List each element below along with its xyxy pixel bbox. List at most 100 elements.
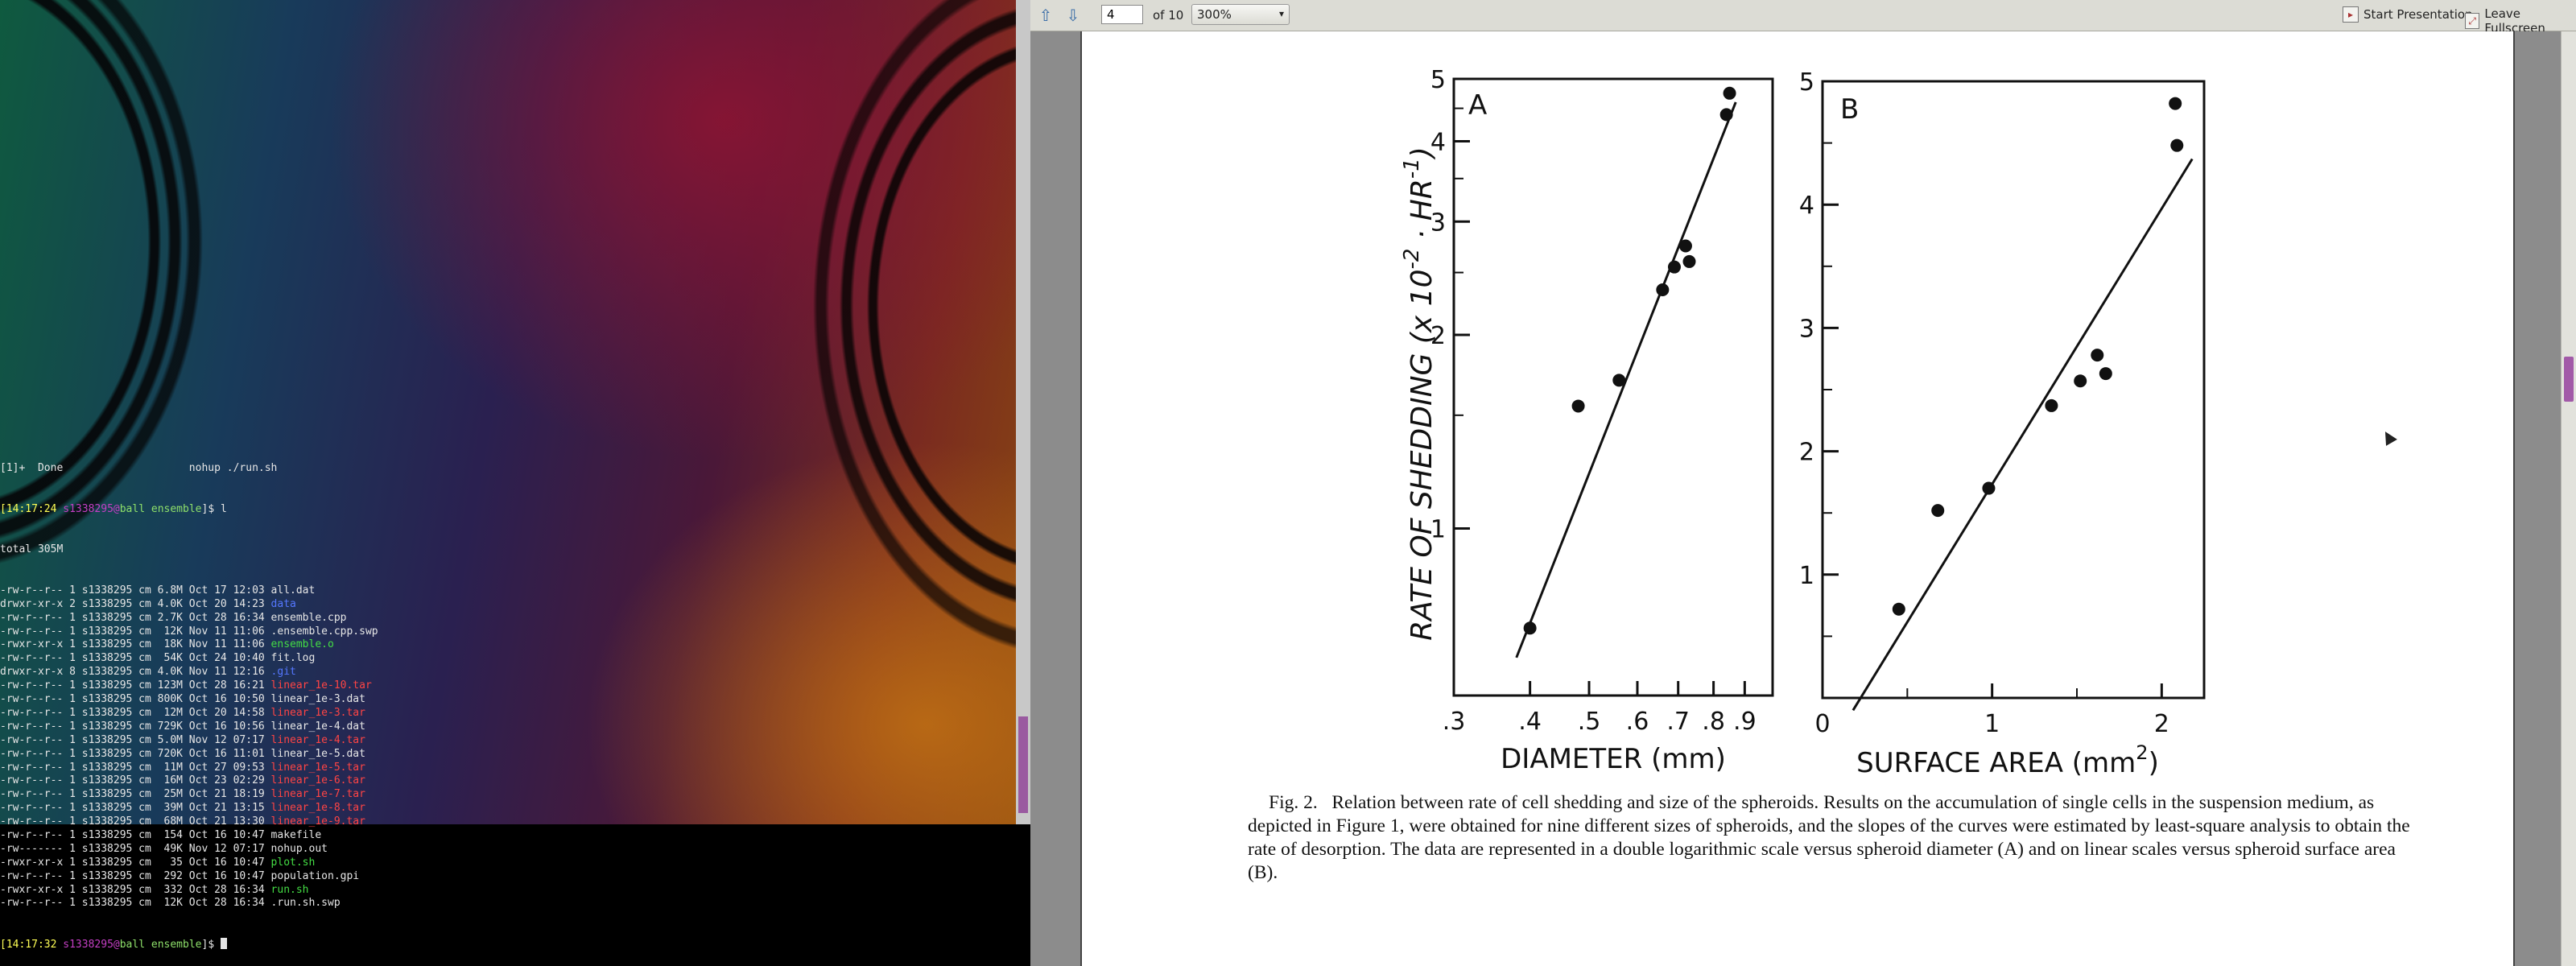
panel-a-data-point [1667,260,1681,274]
shared-ylabel: RATE OF SHEDDING (x 10-2 · HR-1) [1400,147,1439,641]
ls-row: -rw-r--r-- 1 s1338295 cm 11M Oct 27 09:5… [0,762,1024,775]
panel-b-y-tick-label: 1 [1799,562,1814,590]
ls-row-meta: -rw-r--r-- 1 s1338295 cm 729K Oct 16 10:… [0,720,271,733]
panel-a-x-tick-label: .3 [1443,708,1466,736]
ls-row: -rwxr-xr-x 1 s1338295 cm 332 Oct 28 16:3… [0,884,1024,898]
prompt-at: @ [113,939,120,952]
panel-b-data-point [2169,97,2182,110]
ls-row-filename: linear_1e-6.tar [270,774,365,787]
panel-a-xlabel: DIAMETER (mm) [1501,743,1726,775]
page-number-input[interactable] [1101,5,1143,24]
figure-caption: Fig. 2. Relation between rate of cell sh… [1248,791,2415,885]
start-presentation-button[interactable]: ▸ Start Presentation [2343,6,2473,23]
ls-row: drwxr-xr-x 8 s1338295 cm 4.0K Nov 11 12:… [0,666,1024,679]
ls-row: drwxr-xr-x 2 s1338295 cm 4.0K Oct 20 14:… [0,598,1024,612]
panel-b-x-tick-label: 1 [1984,710,2000,738]
left-pane-scrollbar[interactable] [1016,0,1030,824]
prompt-time: [14:17:24 [0,502,57,515]
ls-row-meta: -rw-r--r-- 1 s1338295 cm 12M Oct 20 14:5… [0,706,271,719]
panel-b-data-point [1892,602,1905,616]
terminal-window[interactable]: [1]+ Done nohup ./run.sh [14:17:24 s1338… [0,435,1024,951]
ls-row-filename: linear_1e-3.dat [270,693,365,706]
caption-figure-number: Fig. 2. [1269,792,1318,813]
panel-b-data-point [2099,367,2112,381]
panel-b-y-tick-label: 2 [1799,439,1814,467]
ls-row: -rwxr-xr-x 1 s1338295 cm 18K Nov 11 11:0… [0,638,1024,652]
ls-row-meta: -rw-r--r-- 1 s1338295 cm 123M Oct 28 16:… [0,679,271,692]
zoom-select[interactable]: 300% ▾ [1191,4,1290,25]
ls-row-filename: linear_1e-5.tar [270,761,365,774]
ls-row-meta: -rw-r--r-- 1 s1338295 cm 6.8M Oct 17 12:… [0,584,271,597]
ls-row-meta: -rw-r--r-- 1 s1338295 cm 16M Oct 23 02:2… [0,774,271,787]
panel-b-y-tick-label: 4 [1799,192,1814,220]
panel-b-xlabel-text: SURFACE AREA (mm [1856,747,2136,779]
panel-a-data-point [1678,239,1692,253]
panel-a-x-tick-label: .7 [1666,708,1690,736]
panel-b-y-tick-label: 5 [1799,68,1814,97]
panel-a-y-tick-label: 4 [1430,128,1446,156]
panel-a-data-point [1656,283,1670,297]
ls-row-filename: linear_1e-8.tar [270,802,365,815]
ls-row: -rw-r--r-- 1 s1338295 cm 123M Oct 28 16:… [0,679,1024,693]
ls-row: -rw------- 1 s1338295 cm 49K Nov 12 07:1… [0,843,1024,857]
panel-b-xlabel-close: ) [2149,747,2159,779]
ls-row-meta: -rw-r--r-- 1 s1338295 cm 292 Oct 16 10:4… [0,869,271,882]
ls-row-meta: drwxr-xr-x 2 s1338295 cm 4.0K Oct 20 14:… [0,597,271,610]
ls-row-filename: plot.sh [270,856,316,869]
ls-row-meta: -rw-r--r-- 1 s1338295 cm 720K Oct 16 11:… [0,747,271,760]
ls-row-meta: -rw-r--r-- 1 s1338295 cm 12K Nov 11 11:0… [0,625,271,638]
panel-b-data-point [1931,504,1945,518]
panel-a-x-tick-label: .6 [1626,708,1649,736]
panel-b-xlabel: SURFACE AREA (mm2) [1856,741,2159,779]
pdf-viewer: ⇧ ⇩ of 10 300%▾ ▸Start Presentation ⤢Lea… [1030,0,2576,966]
scrollbar-thumb[interactable] [2564,357,2574,402]
ls-row-filename: .ensemble.cpp.swp [270,625,378,638]
ls-row-filename: data [270,597,296,610]
panel-b-fit-line [1852,158,2194,712]
ylabel-text: RATE OF SHEDDING (x 10 [1406,270,1439,641]
ls-row-filename: all.dat [270,584,316,597]
prompt-line: [14:17:24 s1338295@ball ensemble]$ l [0,503,1024,517]
panel-a-y-tick-label: 3 [1430,208,1446,237]
chevron-down-icon: ▾ [1278,8,1284,19]
ls-row-filename: linear_1e-5.dat [270,747,365,760]
ls-row-meta: -rw-r--r-- 1 s1338295 cm 11M Oct 27 09:5… [0,761,271,774]
panel-b-data-point [2074,374,2087,388]
ls-row-filename: linear_1e-9.tar [270,815,365,828]
ls-row-filename: run.sh [270,883,309,896]
panel-a: A 1 2 3 4 5 .3 .4 .5 .6 .7 .8 .9 DIAMETER (mm) [1430,66,1774,775]
caption-text: Relation between rate of cell shedding a… [1248,792,2410,883]
ls-row-meta: -rw-r--r-- 1 s1338295 cm 25M Oct 21 18:1… [0,788,271,801]
ylabel-mid: · HR [1406,179,1439,248]
arrow-up-icon[interactable]: ⇧ [1038,6,1053,25]
ls-row-meta: -rwxr-xr-x 1 s1338295 cm 35 Oct 16 10:47 [0,856,271,869]
prompt-line-current[interactable]: [14:17:32 s1338295@ball ensemble]$ [0,938,1024,952]
prompt-command: ]$ l [201,502,227,515]
panel-b-points [1892,97,2184,616]
prompt-host: ball [119,502,146,515]
ls-row: -rw-r--r-- 1 s1338295 cm 720K Oct 16 11:… [0,748,1024,762]
panel-a-x-tick-label: .8 [1702,708,1725,736]
ls-row: -rw-r--r-- 1 s1338295 cm 68M Oct 21 13:3… [0,815,1024,829]
ylabel-exp2: -1 [1400,158,1424,179]
ls-row-filename: population.gpi [270,869,360,882]
zoom-value: 300% [1197,7,1232,22]
ls-row-filename: linear_1e-4.dat [270,720,365,733]
scrollbar-thumb[interactable] [1018,716,1028,813]
panel-a-data-point [1612,374,1626,387]
panel-a-frame [1452,77,1774,697]
ls-row-meta: drwxr-xr-x 8 s1338295 cm 4.0K Nov 11 12:… [0,666,271,679]
document-scrollbar[interactable] [2561,31,2576,966]
panel-a-data-point [1682,254,1696,268]
panel-a-y-tick-label: 2 [1430,322,1446,350]
ls-row-meta: -rw-r--r-- 1 s1338295 cm 68M Oct 21 13:3… [0,815,271,828]
ls-row-filename: .run.sh.swp [270,897,341,910]
ls-row-meta: -rw-r--r-- 1 s1338295 cm 800K Oct 16 10:… [0,693,271,706]
arrow-down-icon[interactable]: ⇩ [1066,6,1080,25]
prompt-user: s1338295 [63,939,114,952]
panel-b-data-point [2091,349,2104,362]
panel-a-y-tick-label: 5 [1430,66,1446,94]
document-area[interactable]: A 1 2 3 4 5 .3 .4 .5 .6 .7 .8 .9 DIAMETER (mm) B 1… [1030,31,2576,966]
panel-a-fit-line [1515,101,1737,658]
